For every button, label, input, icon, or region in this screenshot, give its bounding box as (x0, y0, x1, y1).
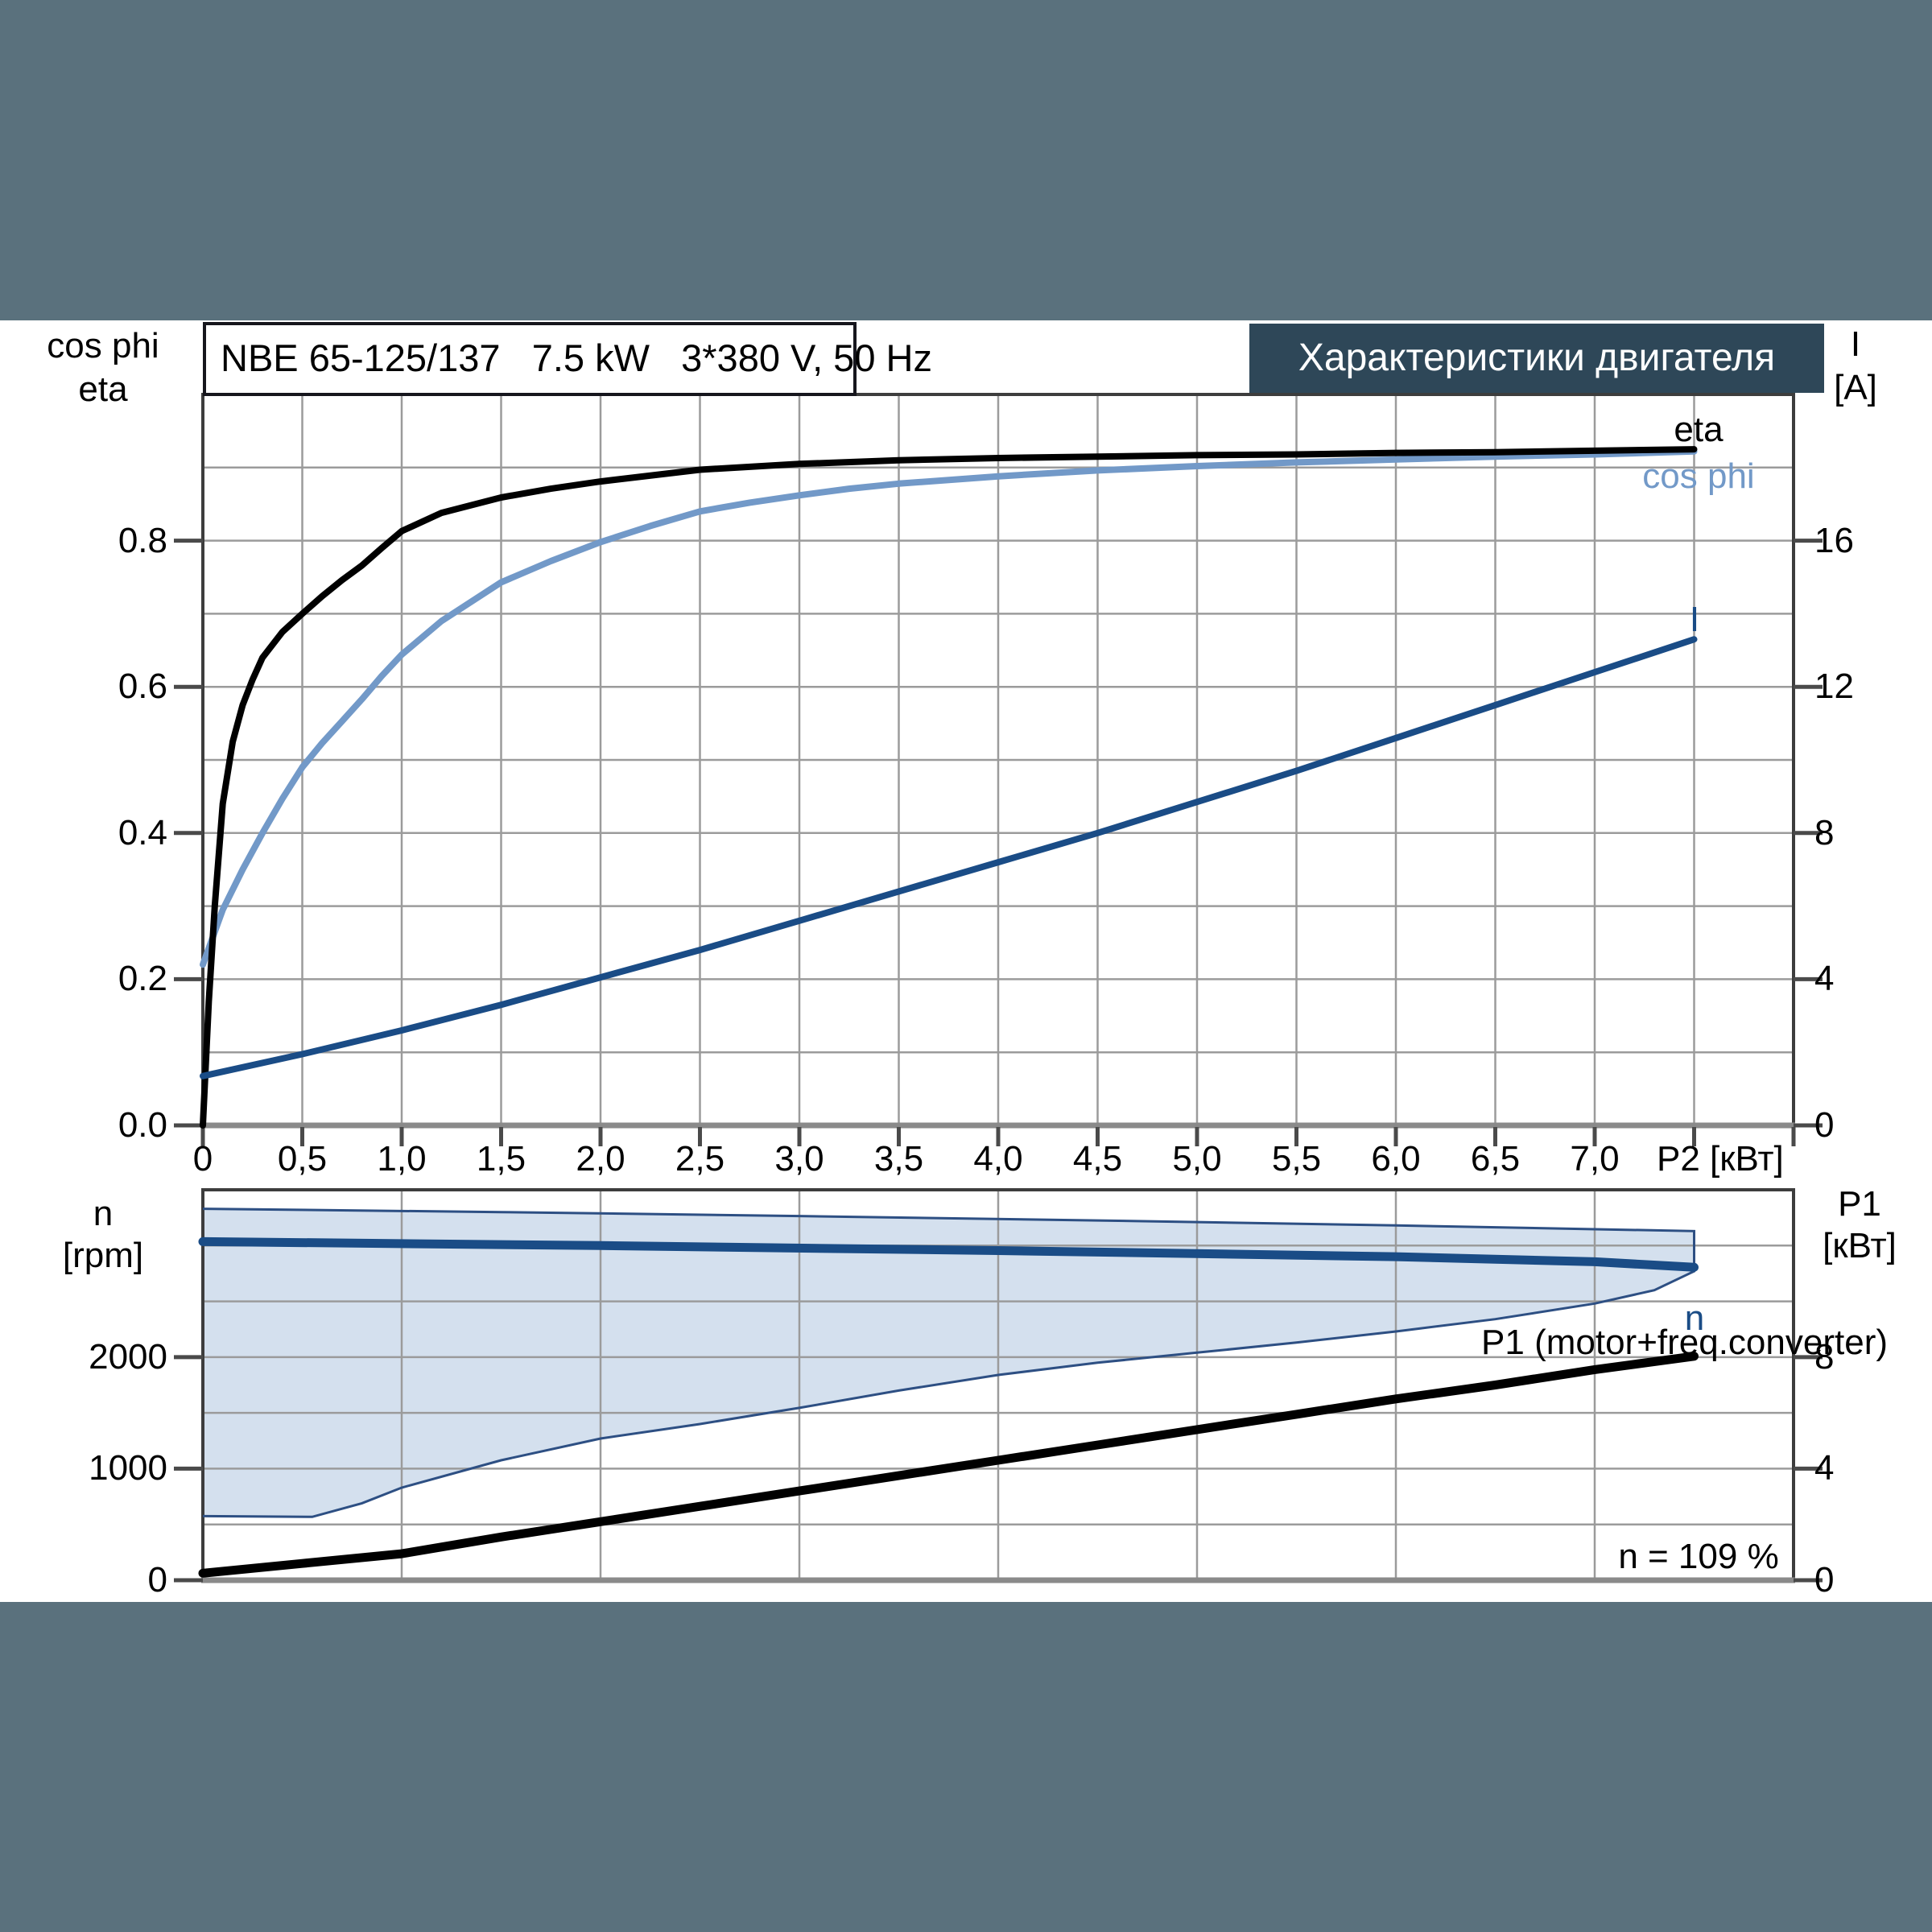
pump-title-box: NBE 65-125/137 7.5 kW 3*380 V, 50 Hz (203, 322, 932, 396)
motor-efficiency-chart (174, 393, 1823, 1146)
cos-phi-curve-label: cos phi (1642, 456, 1755, 496)
bottom-left-axis-unit-rpm: [rpm] (62, 1236, 144, 1275)
tick-label: 6,0 (1371, 1139, 1421, 1179)
i-curve (200, 636, 1698, 1080)
tick-label: 4 (1814, 1448, 1835, 1488)
header-banner: Характеристики двигателя (1249, 324, 1824, 393)
tick-label: 0 (1814, 1560, 1835, 1600)
p1-motor-freq-converter--curve (198, 1352, 1699, 1578)
speed-envelope-area (203, 1208, 1695, 1517)
right-axis-unit-amps: [A] (1834, 368, 1877, 407)
eta-curve-label: eta (1674, 410, 1724, 449)
tick-label: 0.6 (118, 667, 167, 707)
tick-label: 2000 (89, 1336, 167, 1377)
bottom-right-axis-label-p1: P1 (1838, 1184, 1881, 1224)
tick-label: 4 (1814, 959, 1835, 999)
tick-label: 0.8 (118, 520, 167, 560)
tick-label: 0 (192, 1139, 213, 1179)
speed-envelope-outline (202, 1208, 1695, 1518)
tick-label: 1,5 (476, 1139, 526, 1179)
tick-label: 7,0 (1570, 1139, 1620, 1179)
tick-label: 5,5 (1271, 1139, 1322, 1179)
current-curve-label: I (1689, 600, 1700, 639)
tick-label: 3,5 (873, 1139, 924, 1179)
speed-percent-annotation: n = 109 % (1618, 1537, 1779, 1576)
tick-label: 12 (1814, 667, 1854, 707)
tick-label: 0.4 (118, 812, 167, 852)
p1-curve-label: P1 (motor+freq.converter) (1481, 1323, 1888, 1362)
x-axis-label-p2: P2 [кВт] (1657, 1139, 1784, 1179)
bottom-left-axis-label-n: n (93, 1194, 114, 1233)
tick-label: 2,5 (675, 1139, 725, 1179)
bottom-right-axis-unit-kw: [кВт] (1823, 1226, 1897, 1265)
n-curve-label: n (1684, 1298, 1705, 1338)
cos-phi-curve (200, 448, 1698, 968)
tick-label: 0 (147, 1560, 167, 1600)
tick-label: 8 (1814, 1336, 1835, 1377)
tick-label: 0 (1814, 1105, 1835, 1145)
left-axis-label-eta: eta (78, 369, 128, 409)
tick-label: 0.2 (118, 959, 167, 999)
tick-label: 5,0 (1172, 1139, 1222, 1179)
tick-label: 1,0 (377, 1139, 427, 1179)
tick-label: 8 (1814, 812, 1835, 852)
tick-label: 4,0 (973, 1139, 1023, 1179)
tick-label: 2,0 (576, 1139, 625, 1179)
tick-label: 0.0 (118, 1105, 167, 1145)
tick-label: 1000 (89, 1448, 167, 1488)
tick-label: 0,5 (277, 1139, 328, 1179)
left-axis-label-cos-phi: cos phi (47, 326, 159, 365)
n-curve (198, 1236, 1699, 1272)
tick-label: 6,5 (1470, 1139, 1521, 1179)
speed-power-chart (174, 1188, 1823, 1583)
tick-label: 3,0 (774, 1139, 824, 1179)
right-axis-label-current: I (1850, 324, 1861, 364)
tick-label: 4,5 (1072, 1139, 1123, 1179)
eta-curve (200, 446, 1698, 1129)
tick-label: 16 (1814, 520, 1854, 560)
